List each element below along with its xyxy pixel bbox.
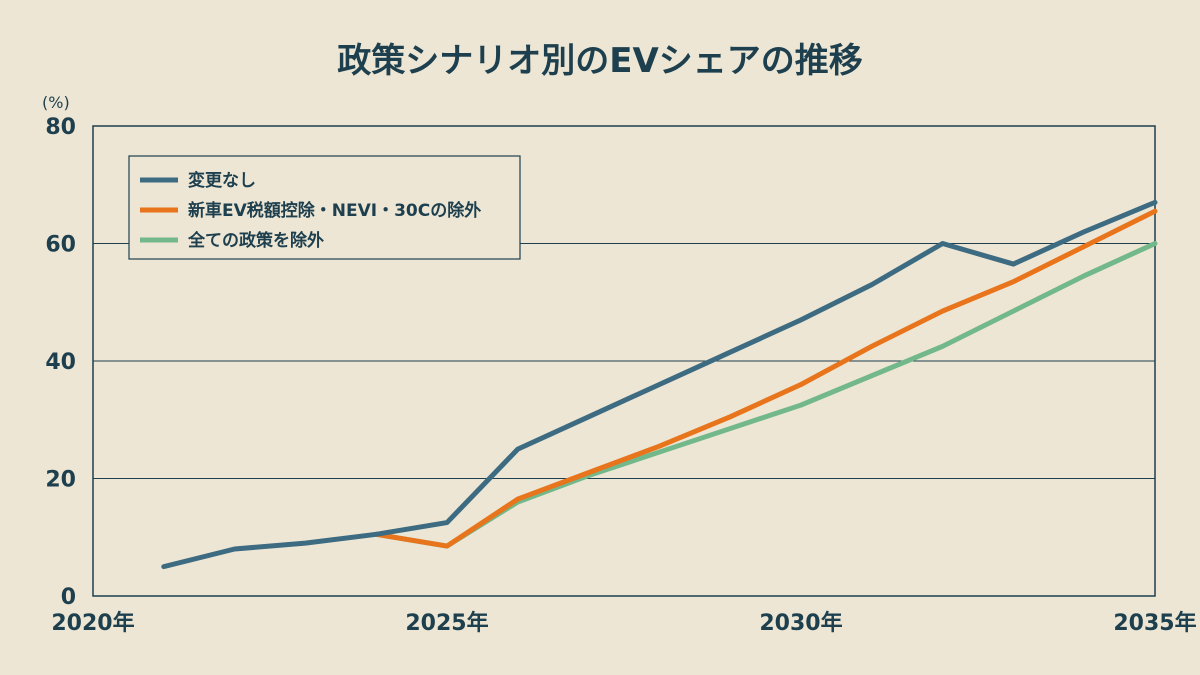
x-tick-label: 2035年 [1113,610,1196,636]
x-tick-label: 2025年 [405,610,488,636]
y-tick-label: 40 [45,350,76,375]
series-line [373,208,1158,549]
legend-label: 全ての政策を除外 [187,230,324,251]
x-tick-label: 2020年 [51,610,134,636]
legend-label: 変更なし [188,170,256,191]
y-tick-label: 60 [45,233,76,258]
x-axis-ticks: 2020年 2025年 2030年 2035年 [51,610,1196,636]
y-tick-label: 20 [45,468,76,493]
y-tick-label: 80 [45,115,76,140]
y-axis-unit: (%) [42,93,70,112]
y-tick-label: 0 [61,585,76,610]
legend-label: 新車EV税額控除・NEVI・30Cの除外 [188,200,481,221]
series-line [161,199,1158,570]
y-axis-ticks: 0 20 40 60 80 [45,115,76,610]
series-lines [161,199,1158,570]
chart-title: 政策シナリオ別のEVシェアの推移 [337,41,863,81]
x-tick-label: 2030年 [759,610,842,636]
legend-box [128,155,521,260]
